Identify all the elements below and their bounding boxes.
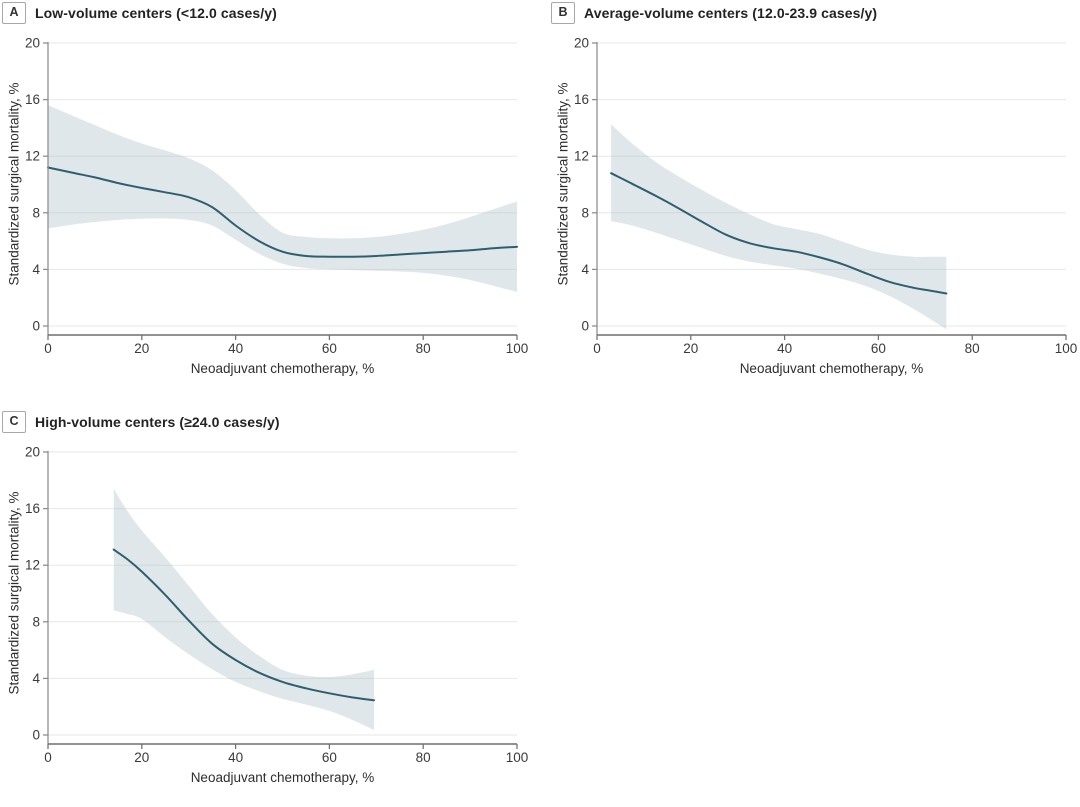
panel-a: A Low-volume centers (<12.0 cases/y) Sta…: [0, 0, 540, 398]
panel-c-chart: 0 4 8 12 16 20 0 20 40 60 80 100: [25, 445, 529, 766]
fitted-line: [610, 172, 948, 295]
panel-a-chart: 0 4 8 12 16 20 0 20 40 60 80 100: [25, 36, 529, 357]
confidence-band: [48, 105, 517, 292]
panel-b-chart: 0 4 8 12 16 20 0 20 40 60 80 100: [574, 36, 1078, 357]
y-tick-label: 20: [25, 445, 40, 460]
x-tick-label: 40: [228, 341, 243, 356]
panel-a-title-row: A Low-volume centers (<12.0 cases/y): [2, 2, 277, 24]
y-tick-label: 8: [32, 614, 40, 629]
y-tick-label: 16: [574, 92, 589, 107]
y-tick-label: 16: [25, 501, 40, 516]
x-tick-label: 80: [416, 750, 431, 765]
y-tick-label: 0: [32, 319, 40, 334]
y-tick-label: 0: [581, 319, 589, 334]
x-tick-label: 80: [965, 341, 980, 356]
panel-b: B Average-volume centers (12.0-23.9 case…: [549, 0, 1080, 398]
panel-c: C High-volume centers (≥24.0 cases/y) St…: [0, 409, 540, 807]
panel-a-title: Low-volume centers (<12.0 cases/y): [35, 5, 277, 21]
y-tick-label: 20: [574, 36, 589, 51]
x-tick-label: 0: [44, 750, 52, 765]
x-tick-label: 100: [506, 341, 529, 356]
fitted-line: [47, 166, 518, 258]
y-tick-label: 20: [25, 36, 40, 51]
x-tick-label: 0: [593, 341, 601, 356]
y-tick-label: 4: [581, 262, 589, 277]
x-tick-label: 80: [416, 341, 431, 356]
panel-a-letter-badge: A: [2, 2, 26, 24]
x-tick-label: 60: [322, 341, 337, 356]
x-tick-label: 0: [44, 341, 52, 356]
panel-b-title-row: B Average-volume centers (12.0-23.9 case…: [551, 2, 877, 24]
panel-c-letter-badge: C: [2, 411, 26, 433]
panel-a-x-axis-title: Neoadjuvant chemotherapy, %: [190, 361, 375, 376]
y-tick-label: 12: [25, 558, 40, 573]
x-tick-label: 20: [683, 341, 698, 356]
panel-c-title: High-volume centers (≥24.0 cases/y): [35, 414, 280, 430]
y-tick-label: 12: [574, 149, 589, 164]
x-tick-label: 20: [134, 750, 149, 765]
x-tick-label: 20: [134, 341, 149, 356]
fitted-line: [112, 548, 375, 702]
panel-c-x-axis-title: Neoadjuvant chemotherapy, %: [190, 770, 375, 785]
x-tick-label: 100: [506, 750, 529, 765]
y-tick-label: 8: [32, 205, 40, 220]
x-tick-label: 40: [777, 341, 792, 356]
confidence-band: [611, 124, 947, 330]
panel-b-letter-badge: B: [551, 2, 575, 24]
y-tick-label: 0: [32, 728, 40, 743]
panel-b-x-axis-title: Neoadjuvant chemotherapy, %: [739, 361, 924, 376]
y-tick-label: 8: [581, 205, 589, 220]
x-tick-label: 100: [1055, 341, 1078, 356]
y-tick-label: 16: [25, 92, 40, 107]
x-tick-label: 60: [871, 341, 886, 356]
confidence-band: [113, 488, 374, 730]
panel-b-title: Average-volume centers (12.0-23.9 cases/…: [584, 5, 878, 21]
x-tick-label: 40: [228, 750, 243, 765]
panel-c-title-row: C High-volume centers (≥24.0 cases/y): [2, 411, 280, 433]
y-tick-label: 12: [25, 149, 40, 164]
y-tick-label: 4: [32, 262, 40, 277]
x-tick-label: 60: [322, 750, 337, 765]
y-tick-label: 4: [32, 671, 40, 686]
